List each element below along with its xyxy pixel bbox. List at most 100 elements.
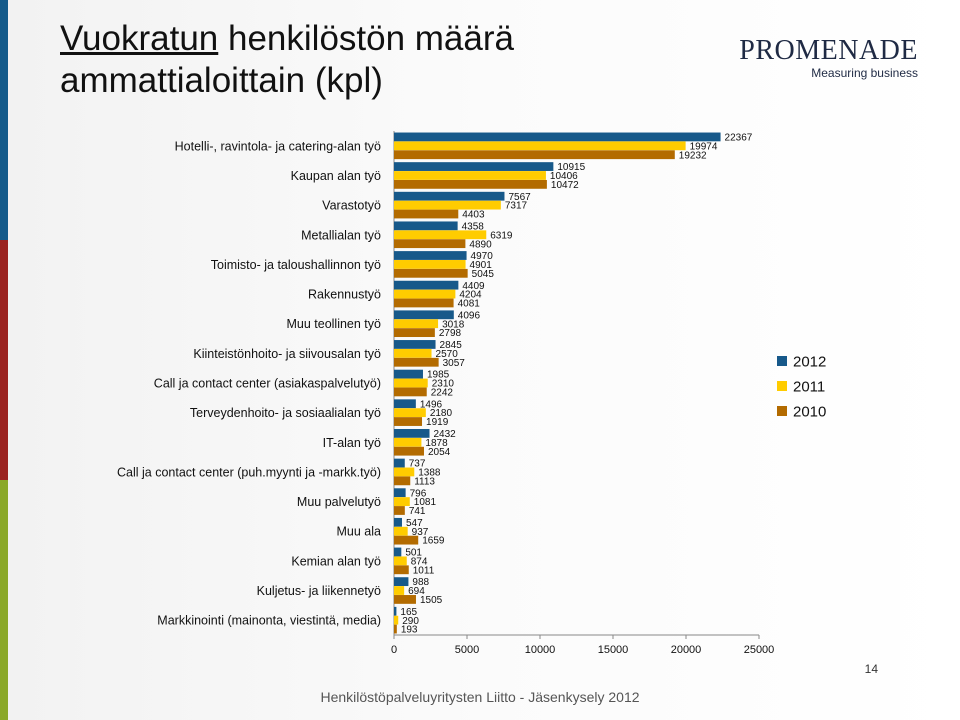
data-label-2011: 874	[411, 556, 428, 567]
bar-2010	[394, 446, 424, 456]
title-line2: ammattialoittain (kpl)	[60, 61, 383, 100]
category-label: Kiinteistönhoito- ja siivousalan työ	[193, 347, 381, 361]
data-label-2012: 1985	[427, 370, 450, 381]
bar-2011	[394, 437, 422, 447]
x-tick-label: 10000	[525, 644, 556, 656]
promenade-logo: PROMENADE Measuring business	[739, 35, 918, 81]
category-label: Toimisto- ja taloushallinnon työ	[211, 258, 381, 272]
bar-2012	[394, 606, 397, 616]
bar-2012	[394, 310, 454, 320]
bar-2010	[394, 387, 427, 397]
data-label-2010: 1505	[420, 595, 443, 606]
data-label-2012: 2432	[434, 429, 457, 440]
legend-label-2011: 2011	[793, 379, 825, 396]
category-label: Terveydenhoito- ja sosiaalialan työ	[190, 406, 381, 420]
data-label-2011: 694	[408, 586, 425, 597]
bar-2012	[394, 577, 409, 587]
bar-2012	[394, 251, 467, 260]
category-label: Muu teollinen työ	[286, 317, 381, 331]
bar-2011	[394, 586, 405, 595]
bar-2011	[394, 289, 456, 299]
category-label: Kuljetus- ja liikennetyö	[257, 584, 381, 598]
data-label-2012: 10915	[557, 162, 585, 173]
bar-2012	[394, 399, 416, 409]
bar-2010	[394, 209, 459, 219]
data-label-2012: 796	[410, 488, 427, 499]
bar-2011	[394, 141, 686, 151]
bar-2012	[394, 369, 423, 379]
bar-2011	[394, 260, 466, 269]
footer-text: Henkilöstöpalveluyritysten Liitto - Jäse…	[320, 689, 640, 705]
bar-2010	[394, 535, 419, 545]
category-label: IT-alan työ	[323, 436, 381, 450]
data-label-2011: 2180	[430, 408, 453, 419]
data-label-2010: 2798	[439, 328, 462, 339]
bar-2010	[394, 150, 675, 160]
accent-stripe-green	[0, 480, 8, 720]
bar-2011	[394, 171, 546, 180]
logo-name: PROMENADE	[739, 35, 918, 66]
title-line1-rest: henkilöstön määrä	[218, 19, 514, 58]
data-label-2012: 4096	[458, 310, 481, 321]
bar-2011	[394, 615, 399, 625]
data-label-2012: 1496	[420, 399, 443, 410]
data-label-2010: 4403	[462, 210, 485, 221]
slide-title: Vuokratun henkilöstön määrä ammattialoit…	[60, 18, 514, 102]
bar-2012	[394, 340, 436, 349]
data-label-2012: 4409	[462, 281, 485, 292]
logo-tagline: Measuring business	[811, 66, 918, 80]
data-label-2010: 10472	[551, 180, 579, 191]
title-underlined-word: Vuokratun	[60, 19, 219, 58]
category-label: Muu ala	[337, 525, 382, 539]
bar-2012	[394, 428, 430, 438]
bar-2010	[394, 506, 405, 515]
bar-chart: 0 5000 10000 15000 20000 25000 Hotelli-, ravin…	[117, 131, 826, 656]
bar-2011	[394, 556, 407, 566]
category-label: Call ja contact center (asiakaspalveluty…	[154, 377, 381, 391]
data-label-2012: 22367	[725, 133, 753, 144]
legend-swatch-2012	[777, 356, 787, 366]
legend-label-2010: 2010	[793, 404, 826, 421]
bar-2012	[394, 221, 458, 231]
data-label-2012: 4358	[462, 221, 485, 232]
category-label: Call ja contact center (puh.myynti ja -m…	[117, 465, 381, 479]
bar-2011	[394, 467, 415, 477]
bar-2012	[394, 517, 402, 527]
data-label-2010: 1011	[413, 565, 435, 576]
data-label-2011: 4204	[459, 290, 482, 301]
category-label: Muu palvelutyö	[297, 495, 381, 509]
data-label-2011: 1878	[425, 438, 448, 449]
bar-2012	[394, 132, 721, 142]
bar-2011	[394, 348, 432, 358]
data-label-2012: 2845	[440, 340, 463, 351]
bar-2010	[394, 298, 454, 308]
data-label-2010: 1659	[422, 536, 445, 547]
data-label-2010: 4081	[458, 299, 481, 310]
data-label-2010: 1919	[426, 417, 449, 428]
accent-stripe-blue	[0, 0, 8, 240]
bar-2010	[394, 268, 468, 278]
bar-2012	[394, 488, 406, 498]
bar-2012	[394, 191, 505, 201]
legend-label-2012: 2012	[793, 354, 826, 371]
bar-2011	[394, 526, 408, 536]
x-tick-label: 20000	[671, 644, 702, 656]
category-label: Metallialan työ	[301, 228, 381, 242]
bar-2010	[394, 179, 547, 189]
data-label-2010: 2242	[431, 388, 454, 399]
bar-2011	[394, 319, 439, 329]
bar-2012	[394, 547, 402, 557]
bar-2010	[394, 328, 435, 338]
data-label-2011: 290	[402, 616, 419, 627]
x-tick-label: 25000	[744, 644, 775, 656]
data-label-2011: 937	[412, 527, 429, 538]
bar-2010	[394, 417, 423, 426]
data-label-2012: 165	[400, 607, 417, 618]
x-tick-label: 5000	[455, 644, 479, 656]
x-tick-label: 15000	[598, 644, 629, 656]
data-label-2012: 501	[405, 548, 422, 559]
data-label-2011: 4901	[470, 260, 493, 271]
bar-2011	[394, 200, 501, 210]
data-label-2012: 988	[412, 577, 429, 588]
bar-2010	[394, 624, 397, 634]
